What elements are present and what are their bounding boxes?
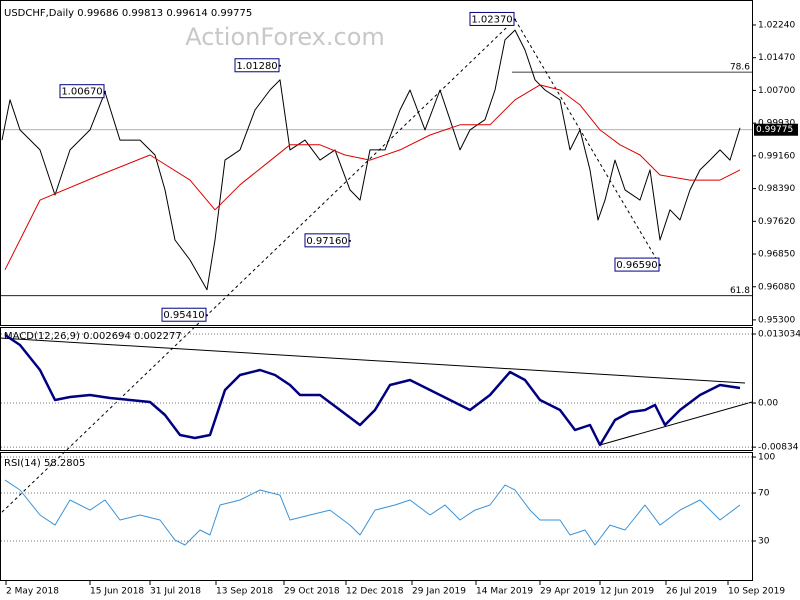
rsi-panel	[0, 452, 753, 581]
y-tick-label: 0.99930	[758, 119, 795, 129]
y-tick-label: 100	[758, 453, 775, 463]
annotation-box	[161, 307, 207, 322]
x-tick-label: 12 Jun 2019	[600, 587, 654, 597]
y-tick-label: -0.00834	[758, 443, 799, 453]
x-tick-label: 29 Jan 2019	[412, 587, 466, 597]
x-tick-label: 14 Mar 2019	[476, 587, 533, 597]
y-tick-label: 0.96080	[758, 282, 795, 292]
series-line	[1, 29, 741, 291]
x-tick-label: 2 May 2018	[6, 587, 59, 597]
y-tick-label: 0.99160	[758, 151, 795, 161]
y-tick-label: 0.98390	[758, 184, 795, 194]
y-tick-label: 0.97620	[758, 217, 795, 227]
macd-panel	[0, 327, 753, 451]
series-line	[4, 84, 741, 271]
macd-trendline	[599, 401, 753, 446]
fib-label: 78.6	[730, 63, 750, 73]
y-tick-label: 0.96850	[758, 250, 795, 260]
annotation-box	[469, 11, 515, 26]
fib-label: 61.8	[730, 286, 750, 296]
trendline	[0, 19, 516, 515]
x-tick-label: 29 Apr 2019	[540, 587, 596, 597]
annotation-label: 1.02370	[471, 14, 512, 25]
annotation-box	[234, 58, 280, 73]
y-tick-label: 0.95300	[758, 315, 795, 325]
panel-title: MACD(12,26,9) 0.002694 0.002277	[4, 331, 182, 342]
x-tick-label: 15 Jun 2018	[90, 587, 144, 597]
current-price-label: 0.99775	[756, 125, 793, 135]
x-tick-label: 12 Dec 2018	[346, 587, 404, 597]
annotation-box	[304, 233, 350, 248]
y-tick-label: 1.01470	[758, 53, 795, 63]
annotation-label: 1.01280	[236, 61, 277, 72]
annotation-label: 0.97160	[306, 236, 347, 247]
series-line	[4, 333, 741, 447]
annotation-label: 1.00670	[61, 87, 102, 98]
y-tick-label: 1.00700	[758, 86, 795, 96]
annotation-label: 0.95410	[163, 310, 204, 321]
series-line	[4, 479, 741, 546]
annotation-box	[59, 84, 105, 99]
y-tick-label: 30	[758, 537, 770, 547]
x-tick-label: 31 Jul 2018	[150, 587, 201, 597]
y-tick-label: 70	[758, 489, 770, 499]
annotation-label: 0.96590	[616, 260, 657, 271]
y-tick-label: 0.013034	[758, 330, 800, 340]
macd-trendline	[0, 337, 746, 384]
current-price-box	[754, 123, 798, 136]
price-panel	[0, 0, 753, 326]
y-tick-label: 0.00	[758, 398, 778, 408]
panel-title: RSI(14) 58.2805	[4, 458, 85, 469]
x-tick-label: 13 Sep 2018	[216, 587, 273, 597]
annotation-box	[614, 257, 660, 272]
x-tick-label: 29 Oct 2018	[284, 587, 340, 597]
y-tick-label: 1.02240	[758, 20, 795, 30]
watermark: ActionForex.com	[185, 23, 385, 51]
x-tick-label: 10 Sep 2019	[728, 587, 785, 597]
x-tick-label: 26 Jul 2019	[666, 587, 717, 597]
panel-title: USDCHF,Daily 0.99686 0.99813 0.99614 0.9…	[4, 8, 252, 19]
